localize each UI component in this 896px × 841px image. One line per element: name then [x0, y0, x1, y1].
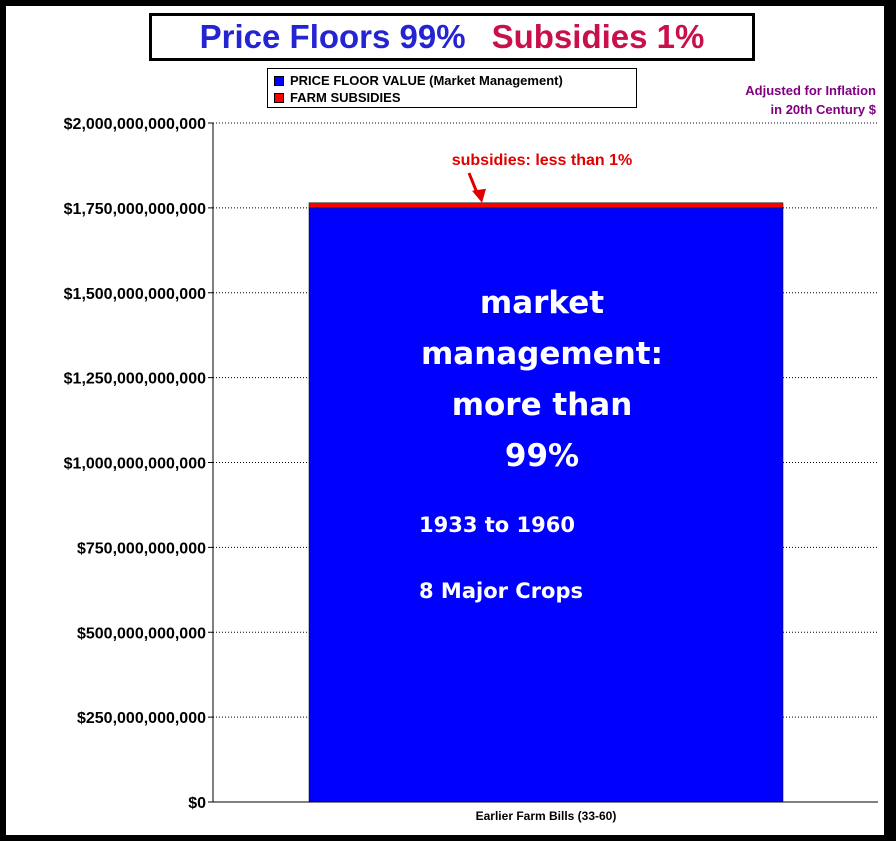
legend-swatch-blue [274, 75, 284, 86]
legend-label-subsidies: FARM SUBSIDIES [290, 90, 401, 105]
chart-title: Price Floors 99% Subsidies 1% [149, 13, 755, 61]
legend-item-price-floor: PRICE FLOOR VALUE (Market Management) [274, 72, 630, 89]
y-tick-label: $1,750,000,000,000 [64, 201, 206, 218]
annotation-line-99-percent: 99% [505, 438, 579, 474]
title-price-floors: Price Floors 99% [199, 18, 466, 55]
y-tick-label: $1,000,000,000,000 [64, 456, 206, 473]
annotation-crops: 8 Major Crops [419, 579, 583, 603]
title-subsidies: Subsidies 1% [491, 18, 705, 55]
y-tick-label: $1,500,000,000,000 [64, 286, 206, 303]
legend: PRICE FLOOR VALUE (Market Management) FA… [267, 68, 637, 108]
y-tick-label: $2,000,000,000,000 [64, 116, 206, 133]
legend-label-price-floor: PRICE FLOOR VALUE (Market Management) [290, 73, 563, 88]
y-tick-label: $500,000,000,000 [77, 625, 206, 642]
y-tick-labels: $0 $250,000,000,000 $500,000,000,000 $750,0… [64, 116, 206, 812]
inflation-note: Adjusted for Inflation in 20th Century $ [686, 81, 876, 119]
chart-frame: $0 $250,000,000,000 $500,000,000,000 $750,0… [6, 6, 884, 835]
y-tick-label: $250,000,000,000 [77, 710, 206, 727]
bar-price-floor [308, 207, 784, 803]
bar-annotation: market management: more than 99% 1933 to… [419, 285, 663, 603]
chart-plot: $0 $250,000,000,000 $500,000,000,000 $750,0… [64, 116, 878, 823]
x-category-label: Earlier Farm Bills (33-60) [476, 809, 617, 823]
y-tick-label: $0 [188, 795, 206, 812]
callout-arrow-icon [467, 172, 486, 203]
subsidy-callout: subsidies: less than 1% [452, 152, 633, 169]
inflation-note-line2: in 20th Century $ [770, 102, 876, 117]
bars [308, 202, 784, 803]
legend-item-subsidies: FARM SUBSIDIES [274, 89, 630, 106]
annotation-period: 1933 to 1960 [419, 513, 575, 537]
legend-swatch-red [274, 92, 284, 103]
bar-subsidies [308, 202, 784, 209]
inflation-note-line1: Adjusted for Inflation [745, 83, 876, 98]
annotation-line-market: market [480, 285, 604, 321]
y-tick-label: $750,000,000,000 [77, 540, 206, 557]
y-tick-label: $1,250,000,000,000 [64, 371, 206, 388]
annotation-line-more-than: more than [452, 387, 633, 423]
annotation-line-management: management: [421, 336, 663, 372]
